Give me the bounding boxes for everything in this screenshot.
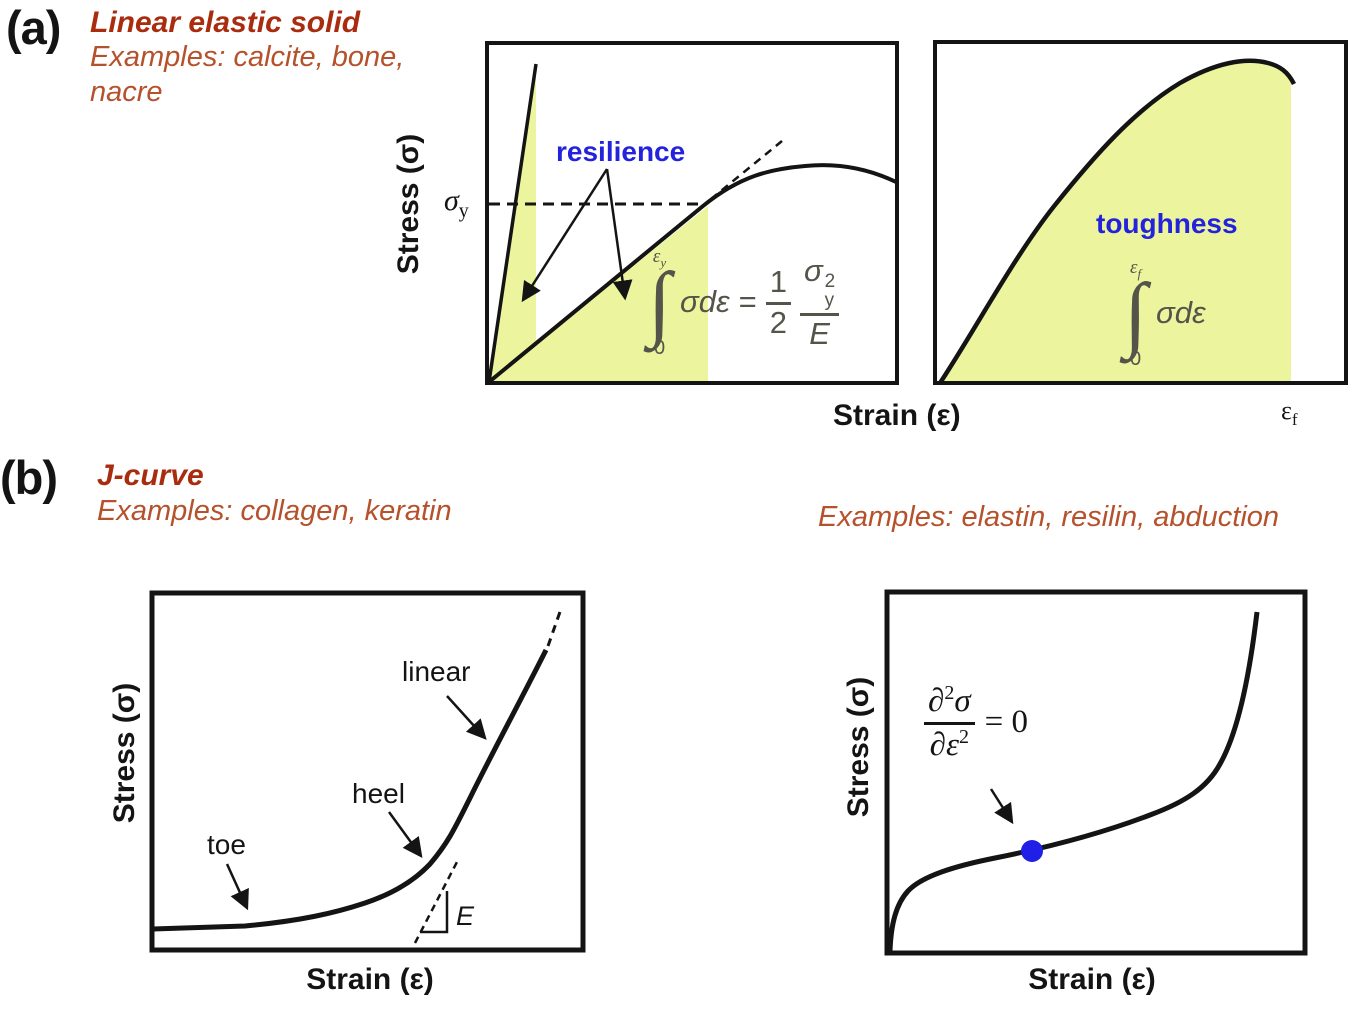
integrand: σdε <box>680 284 730 320</box>
resilience-arrow-right <box>605 168 633 301</box>
j-curve-extension-dashed <box>546 608 563 647</box>
heel-arrow <box>387 811 423 859</box>
j-curve <box>152 648 549 932</box>
toe-arrow <box>225 863 249 911</box>
j-plot-border <box>149 590 586 953</box>
equals-sign: = <box>738 284 757 320</box>
panel-b-label: (b) <box>0 451 58 504</box>
failure-strain-mark: εf <box>1281 396 1298 430</box>
toughness-formula: εf ∫ 0 σdε <box>1124 258 1206 369</box>
stress-axis-label-b2: Stress (σ) <box>842 676 875 818</box>
panel-a-examples-line2: nacre <box>90 76 163 108</box>
integral-column: εy ∫ 0 <box>648 246 672 359</box>
strain-axis-label-b2: Strain (ε) <box>1028 963 1156 996</box>
panel-b-examples: Examples: collagen, keratin <box>97 495 452 527</box>
s-plot-border <box>884 589 1308 956</box>
linear-arrow <box>446 695 487 740</box>
stiff-material-curve <box>487 63 538 383</box>
modulus-label: E <box>456 901 475 931</box>
panel-a-title: Linear elastic solid <box>90 6 361 39</box>
panel-a-label: (a) <box>6 1 61 54</box>
integral-sign: ∫ <box>1124 266 1148 360</box>
panel-a-examples-line1: Examples: calcite, bone, <box>90 41 405 73</box>
toughness-annotation: toughness <box>1096 208 1238 239</box>
toughness-area <box>940 60 1291 384</box>
toughness-plot-border <box>933 40 1348 385</box>
integral-column: εf ∫ 0 <box>1124 257 1148 370</box>
panel-b-examples-right: Examples: elastin, resilin, abduction <box>818 501 1280 533</box>
toe-label: toe <box>207 829 246 860</box>
stress-axis-label-a: Stress (σ) <box>392 133 425 275</box>
inflection-formula: ∂2σ ∂ε2 = 0 <box>924 682 1028 762</box>
linear-extension-dashed <box>699 140 783 209</box>
yield-stress-label: σy <box>444 184 469 222</box>
one-half-fraction: 1 2 <box>765 265 791 339</box>
modulus-tangent-dashed <box>413 859 460 944</box>
strain-axis-label-b1: Strain (ε) <box>306 963 434 996</box>
inflection-arrow <box>989 788 1014 825</box>
compliant-material-curve <box>487 163 897 384</box>
stress-axis-label-b1: Stress (σ) <box>108 682 141 824</box>
heel-label: heel <box>352 778 405 809</box>
second-derivative-fraction: ∂2σ ∂ε2 <box>924 682 975 762</box>
integrand: σdε <box>1156 295 1206 331</box>
integral-sign: ∫ <box>648 255 672 349</box>
resilience-annotation: resilience <box>556 136 686 167</box>
toughness-curve <box>938 58 1297 385</box>
resilience-arrow-left <box>521 168 609 303</box>
strain-axis-label-a: Strain (ε) <box>833 399 961 432</box>
s-curve <box>887 611 1260 952</box>
modulus-angle-bracket <box>420 891 449 934</box>
panel-b-title: J-curve <box>97 459 204 492</box>
inflection-dot <box>1021 840 1043 862</box>
linear-label: linear <box>402 656 471 687</box>
resilience-plot-border <box>485 41 899 385</box>
equals-zero: = 0 <box>984 703 1028 740</box>
